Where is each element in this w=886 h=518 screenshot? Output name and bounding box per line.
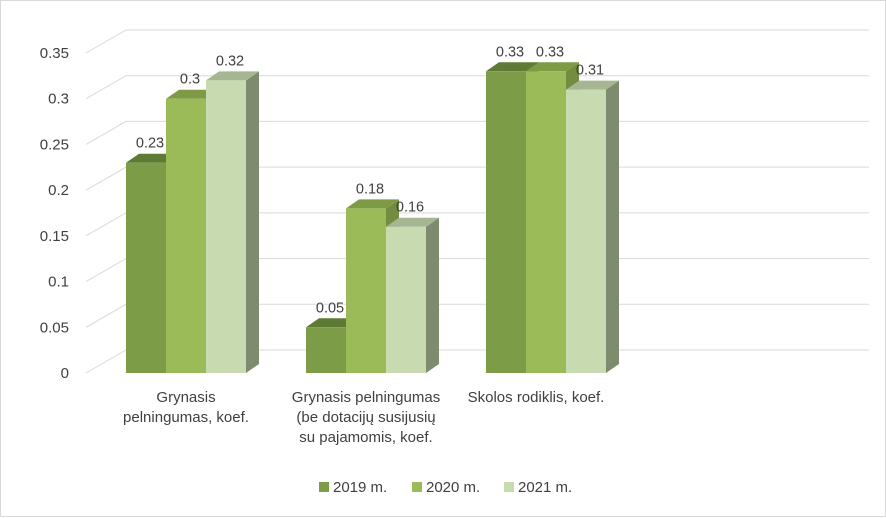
- y-tick-label: 0.1: [48, 274, 69, 291]
- bar-top: [486, 62, 539, 72]
- category-label: Grynasis pelningumas (be dotacijų susijus…: [292, 389, 440, 446]
- bar-front: [166, 98, 206, 373]
- data-label: 0.23: [136, 136, 164, 152]
- y-axis-ticks: 0 0.05 0.1 0.15 0.2 0.25 0.3 0.35: [40, 45, 69, 382]
- legend-item: 2019 m.: [319, 479, 387, 496]
- category-labels: Grynasis pelningumas, koef. Grynasis pelni…: [123, 389, 604, 446]
- bar-front: [486, 71, 526, 374]
- legend-label: 2021 m.: [518, 479, 572, 496]
- y-tick-label: 0.15: [40, 228, 69, 245]
- bar-front: [566, 89, 606, 374]
- bar-front: [306, 327, 346, 373]
- legend-swatch: [412, 482, 422, 492]
- legend-swatch: [504, 482, 514, 492]
- y-tick-label: 0.2: [48, 182, 69, 199]
- y-tick-label: 0.3: [48, 91, 69, 108]
- data-labels: 0.23 0.3 0.32 0.05 0.18 0.16 0.33 0.33 0.31: [136, 44, 604, 316]
- bar-front: [126, 162, 166, 373]
- bar-top: [206, 71, 259, 81]
- bar-top: [526, 62, 579, 72]
- y-tick-label: 0: [61, 365, 69, 382]
- bar-front: [386, 226, 426, 373]
- bar-top: [166, 89, 219, 99]
- bar-side: [426, 217, 439, 373]
- bar-front: [206, 80, 246, 373]
- data-label: 0.31: [576, 63, 604, 79]
- bars: [126, 62, 619, 374]
- bar-side: [606, 80, 619, 374]
- bar-front: [526, 71, 566, 374]
- bar-top: [386, 217, 439, 227]
- gridline: [85, 75, 869, 100]
- category-label: Skolos rodiklis, koef.: [468, 389, 605, 406]
- legend-label: 2020 m.: [426, 479, 480, 496]
- legend-label: 2019 m.: [333, 479, 387, 496]
- y-tick-label: 0.05: [40, 319, 69, 336]
- bar-top: [126, 153, 179, 163]
- bar: [206, 71, 259, 373]
- bar: [386, 217, 439, 373]
- bar-top: [566, 80, 619, 90]
- data-label: 0.33: [536, 44, 564, 60]
- bar-side: [246, 71, 259, 373]
- legend: 2019 m. 2020 m. 2021 m.: [319, 479, 572, 496]
- bar-front: [346, 208, 386, 373]
- bar-top: [306, 318, 359, 328]
- gridline: [85, 120, 869, 145]
- y-tick-label: 0.25: [40, 136, 69, 153]
- data-label: 0.05: [316, 300, 344, 316]
- data-label: 0.32: [216, 53, 244, 69]
- bar-top: [346, 199, 399, 209]
- legend-swatch: [319, 482, 329, 492]
- y-tick-label: 0.35: [40, 45, 69, 62]
- legend-item: 2020 m.: [412, 479, 480, 496]
- legend-item: 2021 m.: [504, 479, 572, 496]
- data-label: 0.3: [180, 72, 200, 88]
- gridline: [85, 29, 869, 54]
- bar: [566, 80, 619, 374]
- data-label: 0.16: [396, 200, 424, 216]
- category-label: Grynasis pelningumas, koef.: [123, 389, 249, 426]
- data-label: 0.18: [356, 181, 384, 197]
- data-label: 0.33: [496, 44, 524, 60]
